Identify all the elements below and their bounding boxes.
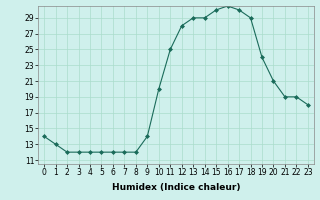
X-axis label: Humidex (Indice chaleur): Humidex (Indice chaleur) [112, 183, 240, 192]
